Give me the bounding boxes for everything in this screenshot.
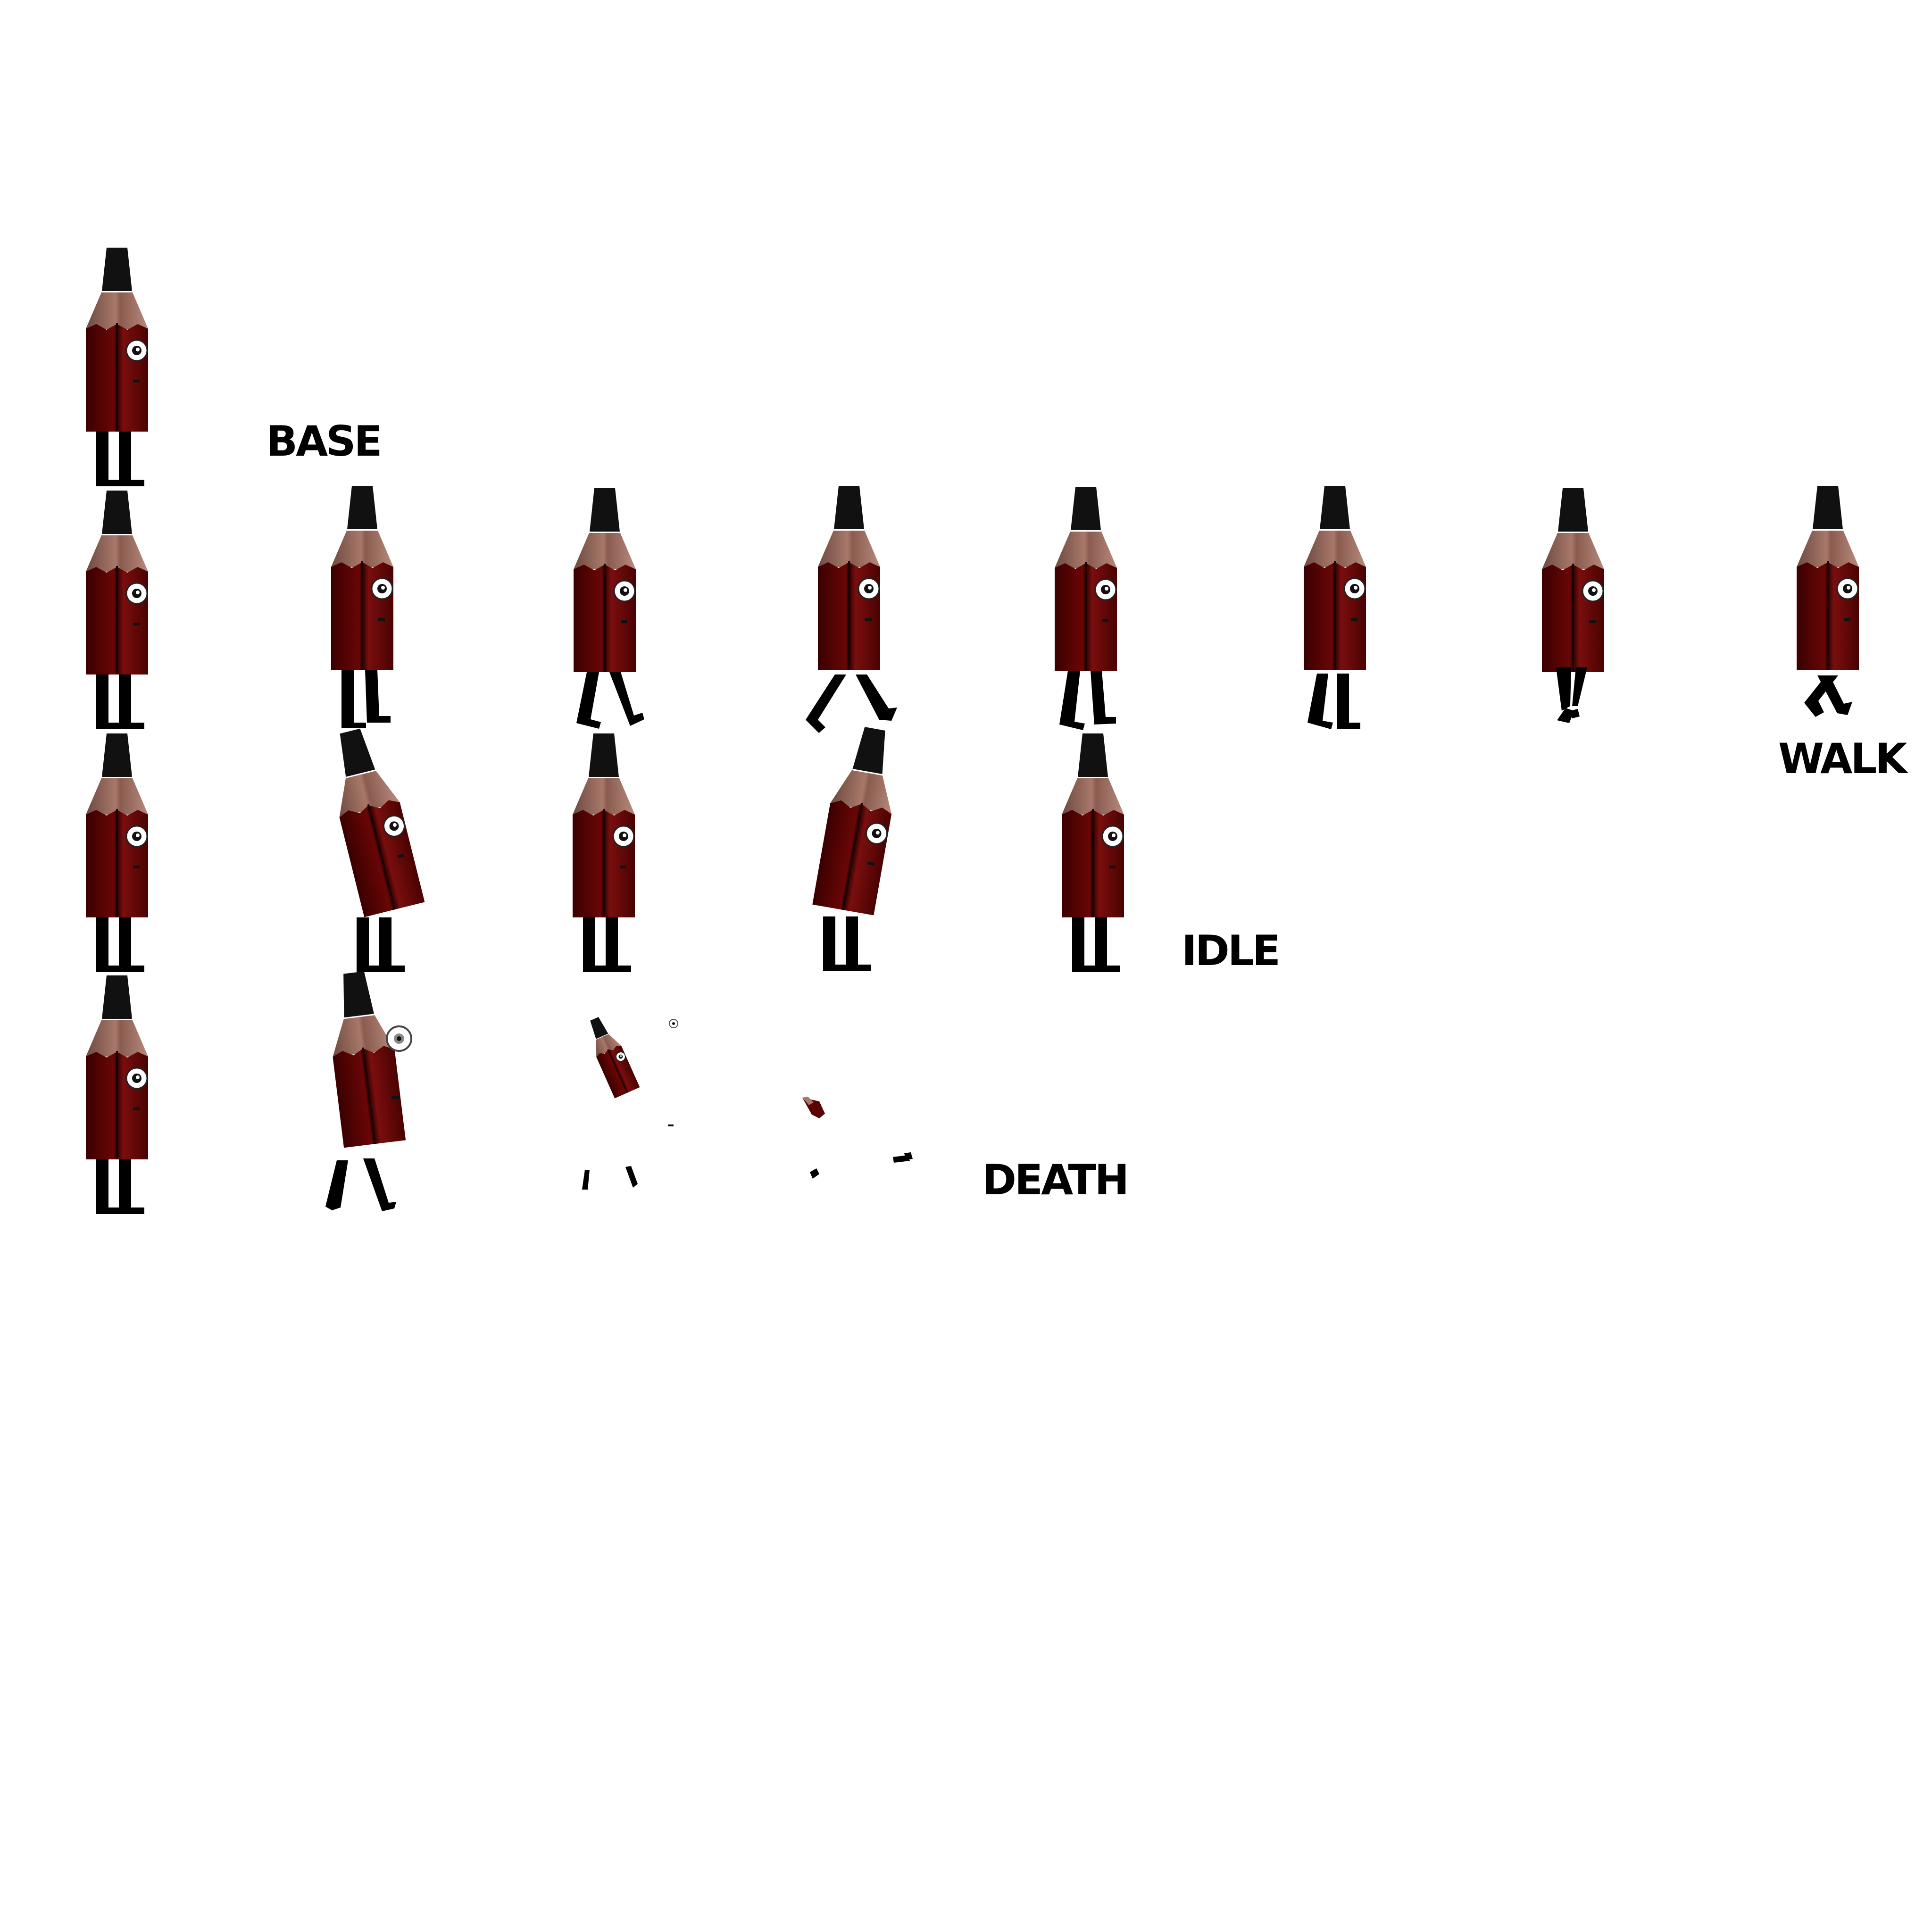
death-row <box>86 971 913 1214</box>
base-frame-1 <box>86 248 148 486</box>
walk-row <box>86 485 1860 733</box>
idle-frame-4 <box>811 722 907 971</box>
idle-frame-5 <box>1062 733 1124 972</box>
walk-frame-7 <box>1541 487 1605 723</box>
walk-frame-1 <box>86 491 148 729</box>
walk-frame-8 <box>1796 485 1860 717</box>
death-frame-2 <box>325 971 412 1211</box>
idle-frame-2 <box>318 723 426 972</box>
walk-frame-6 <box>1303 485 1367 729</box>
idle-frame-1 <box>86 733 148 972</box>
walk-frame-4 <box>806 485 897 733</box>
base-row <box>86 248 148 486</box>
walk-frame-3 <box>573 487 644 729</box>
idle-frame-3 <box>573 733 635 972</box>
death-frame-4 <box>802 1097 913 1179</box>
idle-row-label: IDLE <box>1182 926 1281 975</box>
walk-frame-2 <box>330 485 394 728</box>
death-frame-1 <box>86 975 148 1214</box>
death-frame-3 <box>581 1013 678 1190</box>
idle-row <box>86 722 1124 972</box>
walk-row-label: WALK <box>1778 734 1907 783</box>
base-row-label: BASE <box>266 417 383 466</box>
walk-frame-5 <box>1054 486 1118 730</box>
death-row-label: DEATH <box>982 1156 1129 1204</box>
detached-eye-icon <box>386 1025 412 1052</box>
pencil-fragment <box>581 1013 641 1099</box>
